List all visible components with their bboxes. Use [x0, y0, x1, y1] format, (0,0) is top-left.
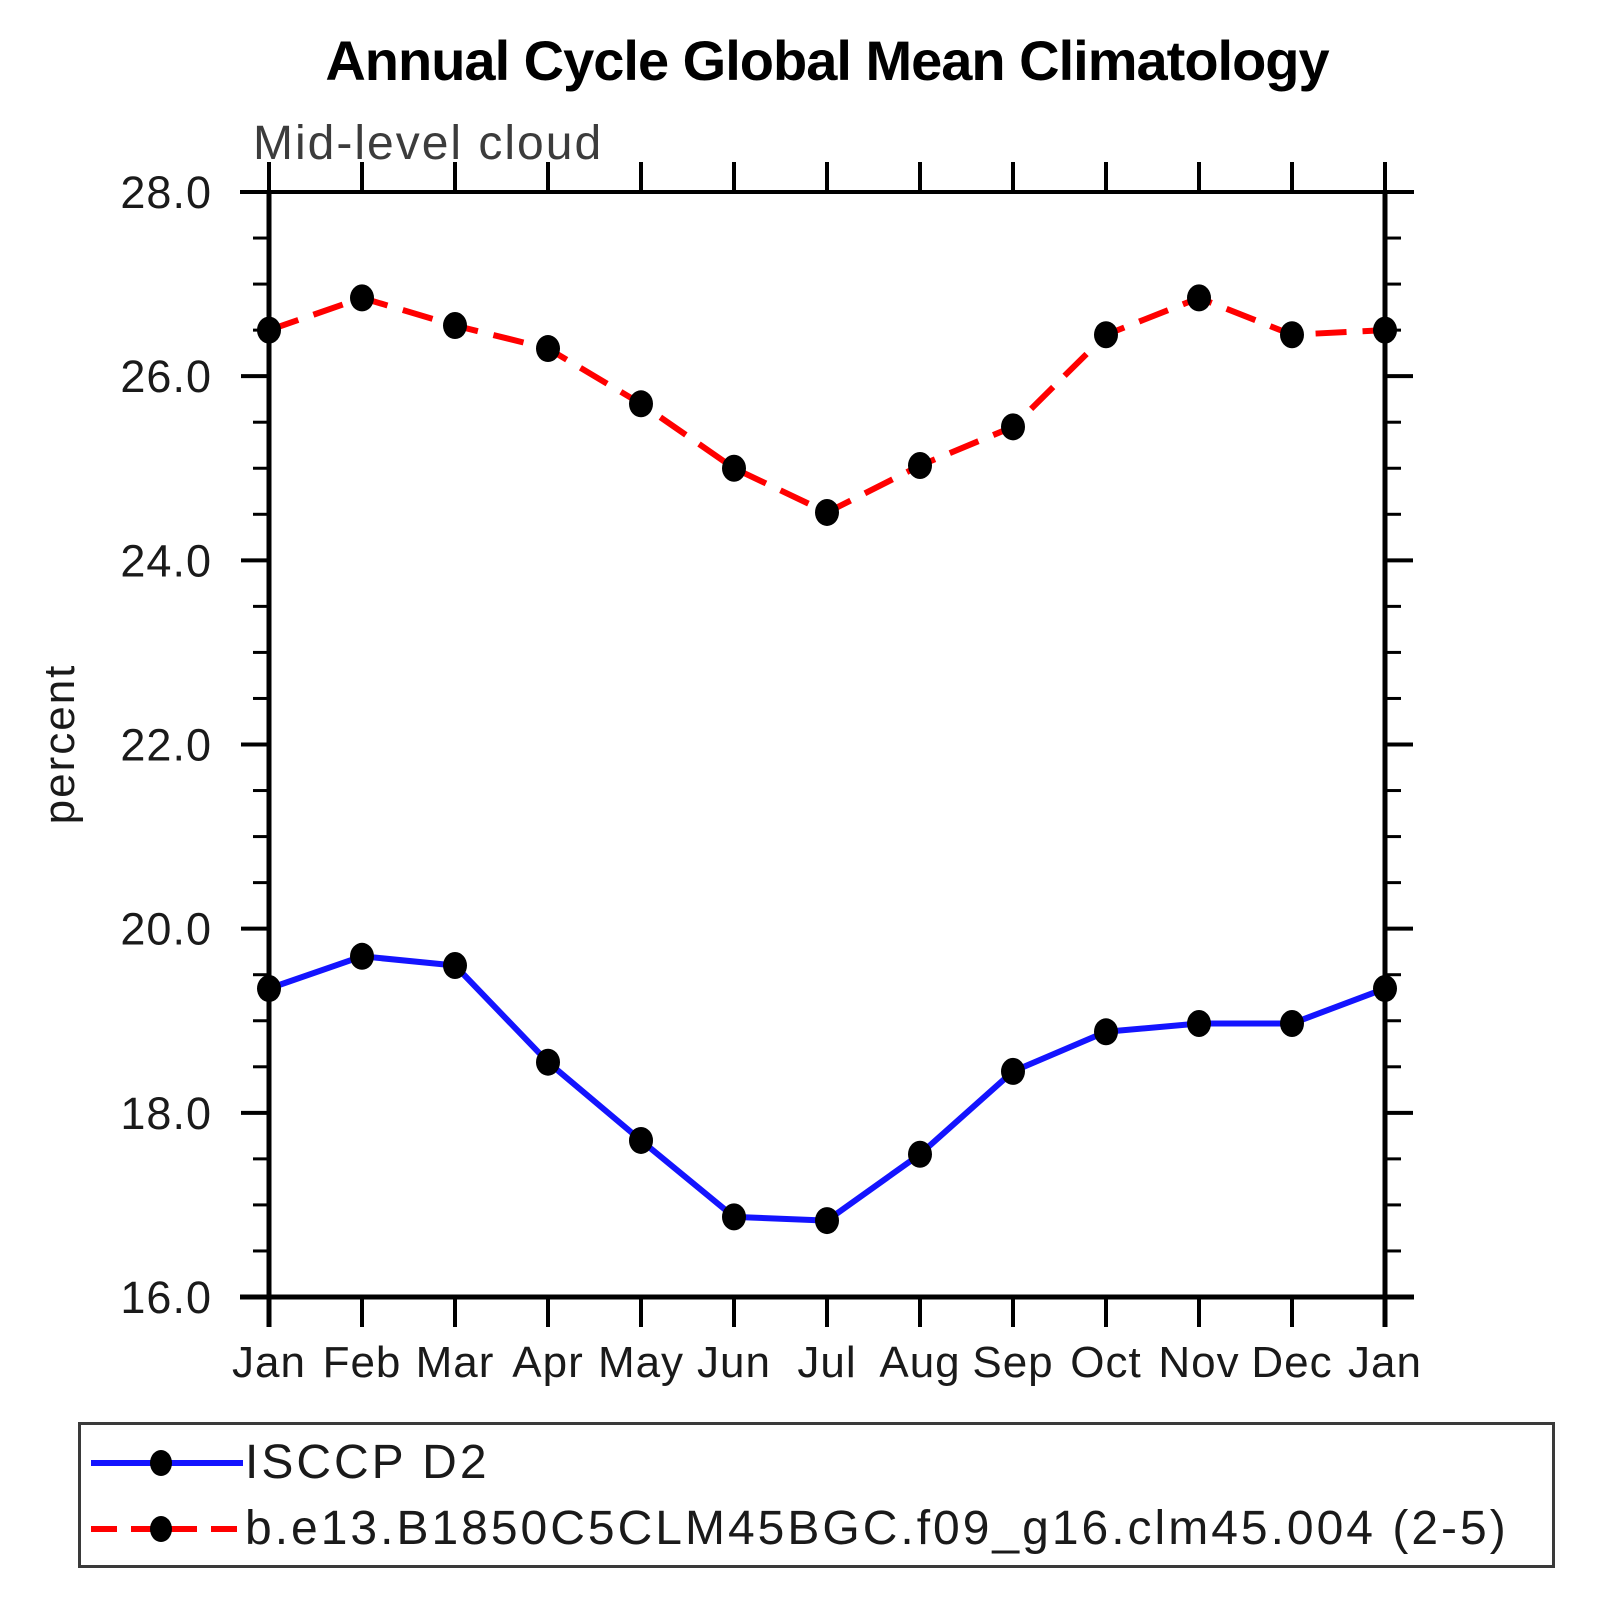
data-point-marker: [1187, 284, 1211, 312]
y-tick-label: 22.0: [120, 720, 212, 771]
y-tick-label: 26.0: [120, 351, 212, 402]
data-point-marker: [257, 316, 281, 344]
x-tick-label: Aug: [879, 1338, 960, 1387]
x-tick-label: Apr: [512, 1338, 583, 1387]
data-point-marker: [350, 942, 374, 970]
legend-marker-dot: [150, 1516, 172, 1542]
data-point-marker: [536, 335, 560, 363]
chart-title: Annual Cycle Global Mean Climatology: [325, 29, 1329, 92]
x-tick-label: Dec: [1251, 1338, 1332, 1387]
x-tick-label: May: [598, 1338, 684, 1387]
data-point-marker: [1373, 975, 1397, 1003]
data-point-marker: [350, 284, 374, 312]
legend-label-1: b.e13.B1850C5CLM45BGC.f09_g16.clm45.004 …: [245, 1502, 1509, 1555]
data-point-marker: [536, 1048, 560, 1076]
legend-item-1: b.e13.B1850C5CLM45BGC.f09_g16.clm45.004 …: [91, 1502, 1509, 1555]
plot-area: 16.0 18.0 20.0 22.0 24.0 26.0 28.0 Jan Feb Mar Apr…: [35, 162, 1422, 1387]
data-point-marker: [908, 451, 932, 479]
legend-swatch-solid: [91, 1450, 243, 1476]
series-line-0: [268, 953, 1387, 1224]
data-point-marker: [1373, 316, 1397, 344]
data-point-marker: [629, 390, 653, 418]
y-axis-title: percent: [35, 664, 84, 825]
data-point-marker: [1094, 1018, 1118, 1046]
data-point-marker: [1280, 1010, 1304, 1038]
data-point-marker: [722, 1203, 746, 1231]
legend-swatch-dashed: [91, 1516, 243, 1542]
data-point-marker: [815, 1207, 839, 1235]
data-point-marker: [257, 975, 281, 1003]
x-tick-label: Nov: [1158, 1338, 1239, 1387]
x-tick-label: Jan: [1348, 1338, 1422, 1387]
data-point-marker: [908, 1140, 932, 1168]
x-tick-label: Mar: [416, 1338, 495, 1387]
data-point-marker: [1280, 321, 1304, 349]
legend-label-0: ISCCP D2: [245, 1436, 490, 1489]
x-tick-label: Jun: [697, 1338, 771, 1387]
y-tick-label: 28.0: [120, 167, 212, 218]
series-line-1: [268, 294, 1386, 516]
data-point-marker: [443, 952, 467, 979]
data-point-marker: [629, 1126, 653, 1154]
data-point-marker: [1094, 321, 1118, 349]
data-point-marker: [1001, 1057, 1025, 1085]
x-tick-label: Feb: [323, 1338, 402, 1387]
data-point-marker: [722, 454, 746, 482]
x-tick-label: Jan: [232, 1338, 306, 1387]
x-tick-label: Sep: [972, 1338, 1053, 1387]
x-tick-label: Oct: [1070, 1338, 1141, 1387]
data-point-marker: [815, 498, 839, 526]
data-point-marker: [1187, 1010, 1211, 1038]
x-tick-label: Jul: [797, 1338, 856, 1387]
y-tick-label: 24.0: [120, 535, 212, 586]
data-point-marker: [443, 312, 467, 340]
y-tick-label: 20.0: [120, 904, 212, 955]
legend-marker-dot: [150, 1450, 172, 1476]
legend: ISCCP D2 b.e13.B1850C5CLM45BGC.f09_g16.cl…: [78, 1422, 1555, 1568]
y-tick-label: 16.0: [120, 1272, 212, 1323]
y-tick-label: 18.0: [120, 1088, 212, 1139]
data-point-marker: [1001, 413, 1025, 441]
legend-item-0: ISCCP D2: [91, 1436, 490, 1489]
chart-subtitle: Mid-level cloud: [253, 117, 604, 170]
